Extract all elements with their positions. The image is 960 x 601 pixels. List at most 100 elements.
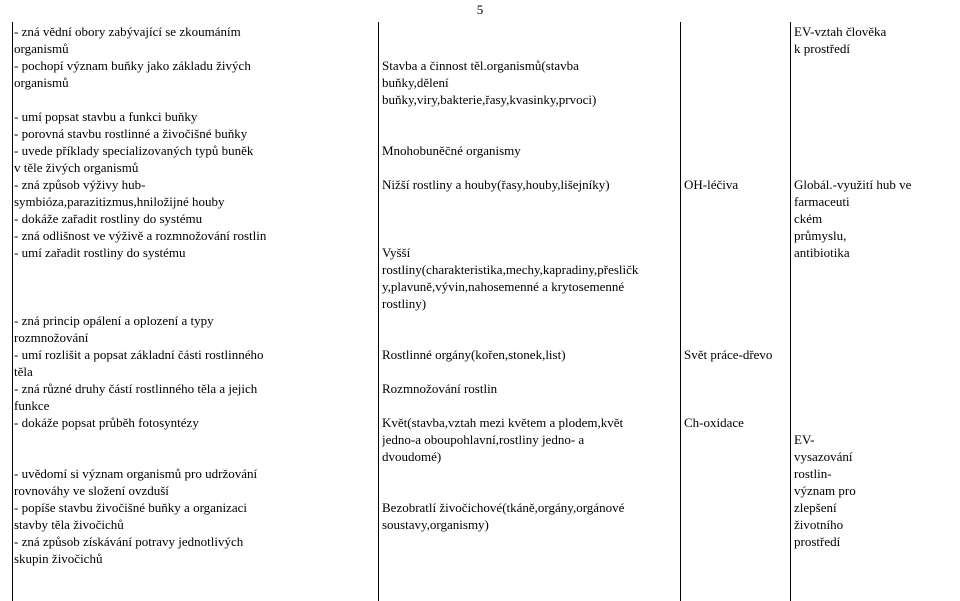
text-line	[14, 432, 374, 449]
text-line: - zná různé druhy částí rostlinného těla…	[14, 381, 374, 398]
column-notes: EV-vztah člověka k prostředí Globál.-vyu…	[794, 24, 956, 568]
text-line	[794, 364, 956, 381]
text-line: prostředí	[794, 534, 956, 551]
text-line	[14, 449, 374, 466]
text-line: y,plavuně,vývin,nahosemenné a krytosemen…	[382, 279, 676, 296]
text-line	[684, 211, 786, 228]
text-line	[684, 483, 786, 500]
text-line	[684, 75, 786, 92]
text-line	[684, 449, 786, 466]
text-line	[382, 483, 676, 500]
column-divider	[680, 22, 681, 601]
text-line	[794, 109, 956, 126]
text-line	[684, 398, 786, 415]
text-line: - zná vědní obory zabývající se zkoumání…	[14, 24, 374, 41]
text-line	[794, 279, 956, 296]
text-line: buňky,dělení	[382, 75, 676, 92]
text-line	[382, 534, 676, 551]
text-line: ckém	[794, 211, 956, 228]
column-divider	[790, 22, 791, 601]
text-line: - zná způsob výživy hub-	[14, 177, 374, 194]
text-line: OH-léčiva	[684, 177, 786, 194]
text-line	[684, 58, 786, 75]
text-line: - pochopí význam buňky jako základu živý…	[14, 58, 374, 75]
text-line	[794, 143, 956, 160]
text-line	[382, 551, 676, 568]
text-line: jedno-a oboupohlavní,rostliny jedno- a	[382, 432, 676, 449]
text-line: - zná princip opálení a oplození a typy	[14, 313, 374, 330]
text-line: buňky,viry,bakterie,řasy,kvasinky,prvoci…	[382, 92, 676, 109]
text-line	[794, 75, 956, 92]
text-line: Stavba a činnost těl.organismů(stavba	[382, 58, 676, 75]
text-line	[14, 262, 374, 279]
text-line: vysazování	[794, 449, 956, 466]
text-line	[684, 92, 786, 109]
text-line: farmaceuti	[794, 194, 956, 211]
text-line	[794, 551, 956, 568]
text-line	[382, 41, 676, 58]
page: 5 - zná vědní obory zabývající se zkoumá…	[0, 0, 960, 601]
text-line: - dokáže popsat průběh fotosyntézy	[14, 415, 374, 432]
text-line: - uvědomí si význam organismů pro udržov…	[14, 466, 374, 483]
text-line: - porovná stavbu rostlinné a živočišné b…	[14, 126, 374, 143]
text-line	[684, 432, 786, 449]
text-line	[684, 228, 786, 245]
text-line	[794, 415, 956, 432]
text-line	[684, 262, 786, 279]
text-line: - zná způsob získávání potravy jednotliv…	[14, 534, 374, 551]
text-line	[14, 92, 374, 109]
text-line: Svět práce-dřevo	[684, 347, 786, 364]
text-line: antibiotika	[794, 245, 956, 262]
page-number: 5	[0, 2, 960, 18]
text-line	[794, 262, 956, 279]
text-line	[794, 381, 956, 398]
text-line: organismů	[14, 75, 374, 92]
text-line: životního	[794, 517, 956, 534]
text-line: - umí rozlišit a popsat základní části r…	[14, 347, 374, 364]
text-line: Vyšší	[382, 245, 676, 262]
text-line	[382, 364, 676, 381]
text-line	[382, 24, 676, 41]
text-line	[382, 194, 676, 211]
text-line	[684, 126, 786, 143]
text-line	[14, 279, 374, 296]
text-line	[684, 517, 786, 534]
text-line: průmyslu,	[794, 228, 956, 245]
text-line	[794, 313, 956, 330]
text-line: Bezobratlí živočichové(tkáně,orgány,orgá…	[382, 500, 676, 517]
text-line: - zná odlišnost ve výživě a rozmnožování…	[14, 228, 374, 245]
text-line	[794, 58, 956, 75]
text-line: rostliny)	[382, 296, 676, 313]
text-line	[382, 160, 676, 177]
text-line	[684, 364, 786, 381]
text-line	[684, 24, 786, 41]
text-line: Mnohobuněčné organismy	[382, 143, 676, 160]
text-line	[382, 211, 676, 228]
text-line: dvoudomé)	[382, 449, 676, 466]
text-line	[794, 330, 956, 347]
text-line	[794, 347, 956, 364]
text-line: EV-vztah člověka	[794, 24, 956, 41]
text-line	[684, 534, 786, 551]
text-line	[684, 500, 786, 517]
text-line	[684, 41, 786, 58]
text-line	[382, 330, 676, 347]
text-line	[684, 194, 786, 211]
text-line: soustavy,organismy)	[382, 517, 676, 534]
text-line: organismů	[14, 41, 374, 58]
text-line	[794, 398, 956, 415]
text-line: stavby těla živočichů	[14, 517, 374, 534]
text-line: Rostlinné orgány(kořen,stonek,list)	[382, 347, 676, 364]
text-line: Ch-oxidace	[684, 415, 786, 432]
text-line: rostlin-	[794, 466, 956, 483]
text-line	[684, 109, 786, 126]
text-line	[14, 296, 374, 313]
text-line	[382, 228, 676, 245]
column-outcomes: - zná vědní obory zabývající se zkoumání…	[14, 24, 374, 568]
column-links: OH-léčiva Svět práce-dřevo Ch-oxidace	[684, 24, 786, 568]
text-line	[382, 109, 676, 126]
text-line: Nižší rostliny a houby(řasy,houby,lišejn…	[382, 177, 676, 194]
text-line	[684, 330, 786, 347]
text-line	[684, 143, 786, 160]
column-divider	[378, 22, 379, 601]
